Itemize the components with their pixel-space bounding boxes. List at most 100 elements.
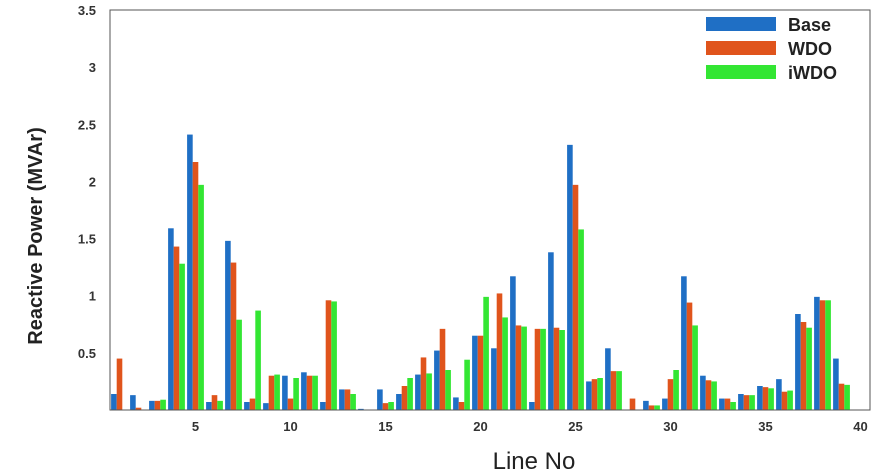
bar-iwdo-line-27 [616,371,622,410]
y-tick-label: 3 [89,60,96,75]
bar-iwdo-line-26 [597,378,603,410]
bar-base-line-37 [795,314,801,410]
bar-iwdo-line-7 [236,319,242,410]
bar-iwdo-line-39 [844,384,850,410]
bar-iwdo-line-13 [350,394,356,410]
bar-base-line-24 [548,252,554,410]
bar-wdo-line-4 [173,246,180,410]
bar-wdo-line-6 [211,395,218,410]
x-tick-label: 40 [853,419,867,434]
bar-iwdo-line-8 [255,310,261,410]
bar-wdo-line-23 [534,328,541,410]
bar-iwdo-line-6 [217,400,223,410]
bar-wdo-line-32 [705,380,712,410]
bar-iwdo-line-11 [312,375,318,410]
bar-iwdo-line-5 [198,184,204,410]
bar-iwdo-line-22 [521,326,527,410]
bar-wdo-line-21 [496,293,503,410]
bar-wdo-line-19 [458,402,465,410]
bar-iwdo-line-20 [483,296,489,410]
bar-base-line-29 [643,400,649,410]
legend-label-wdo: WDO [788,39,832,59]
x-tick-label: 10 [283,419,297,434]
bar-base-line-35 [757,386,763,410]
bar-wdo-line-38 [819,300,826,410]
bar-wdo-line-20 [477,335,484,410]
x-tick-labels: 5 10 15 20 25 30 35 40 [192,419,868,434]
legend: Base WDO iWDO [706,15,837,83]
bar-base-line-34 [738,394,744,410]
bar-wdo-line-33 [724,398,731,410]
bar-wdo-line-11 [306,375,313,410]
bar-wdo-line-30 [667,379,674,410]
bar-iwdo-line-24 [559,330,565,410]
bar-base-line-21 [491,348,497,410]
bar-base-line-8 [244,402,250,410]
bar-base-line-13 [339,389,345,410]
bar-iwdo-line-38 [825,300,831,410]
bar-wdo-line-37 [800,322,807,410]
bar-wdo-line-9 [268,375,275,410]
bar-base-line-10 [282,375,288,410]
bar-wdo-line-34 [743,395,750,410]
bar-wdo-line-22 [515,325,522,410]
bar-base-line-19 [453,397,459,410]
bar-base-line-11 [301,372,307,410]
x-tick-label: 20 [473,419,487,434]
bar-wdo-line-36 [781,391,788,410]
bar-base-line-31 [681,276,687,410]
bar-iwdo-line-29 [654,405,660,410]
x-tick-label: 15 [378,419,392,434]
bar-base-line-26 [586,381,592,410]
x-tick-label: 30 [663,419,677,434]
y-tick-label: 2 [89,174,96,189]
bar-iwdo-line-33 [730,402,736,410]
bar-iwdo-line-16 [407,378,413,410]
bar-base-line-4 [168,228,174,410]
y-axis-title: Reactive Power (MVAr) [25,127,47,344]
bar-wdo-line-12 [325,300,332,410]
y-tick-label: 1.5 [78,232,96,247]
bar-base-line-32 [700,375,706,410]
bar-iwdo-line-4 [179,263,185,410]
bar-iwdo-line-34 [749,395,755,410]
x-axis-title: Line No [493,448,576,472]
bar-iwdo-line-3 [160,399,166,410]
bar-wdo-line-3 [154,400,161,410]
bar-iwdo-line-23 [540,328,546,410]
bar-base-line-7 [225,240,231,410]
x-tick-label: 35 [758,419,772,434]
bar-wdo-line-35 [762,387,769,410]
bar-iwdo-line-31 [692,325,698,410]
bar-wdo-line-28 [629,398,636,410]
bar-base-line-12 [320,402,326,410]
bar-base-line-2 [130,395,136,410]
bar-wdo-line-13 [344,389,351,410]
bar-base-line-33 [719,398,725,410]
bar-wdo-line-16 [401,386,408,410]
bar-base-line-25 [567,144,573,411]
legend-label-base: Base [788,15,831,35]
bars-group [111,134,850,411]
bar-wdo-line-7 [230,262,237,410]
y-tick-labels: 0.5 1 1.5 2 2.5 3 3.5 [78,3,96,361]
bar-iwdo-line-18 [445,370,451,410]
bar-base-line-14 [358,408,364,410]
x-tick-label: 5 [192,419,199,434]
bar-iwdo-line-21 [502,317,508,410]
bar-wdo-line-8 [249,398,256,410]
bar-iwdo-line-25 [578,229,584,410]
bar-wdo-line-2 [135,407,142,410]
bar-iwdo-line-19 [464,359,470,410]
y-tick-label: 1 [89,289,96,304]
bar-base-line-38 [814,296,820,410]
bar-base-line-9 [263,403,269,410]
bar-wdo-line-17 [420,357,427,410]
bar-base-line-36 [776,379,782,410]
bar-base-line-27 [605,348,611,410]
bar-wdo-line-5 [192,162,199,410]
bar-iwdo-line-12 [331,301,337,410]
bar-base-line-6 [206,402,212,410]
bar-wdo-line-1 [116,358,123,410]
